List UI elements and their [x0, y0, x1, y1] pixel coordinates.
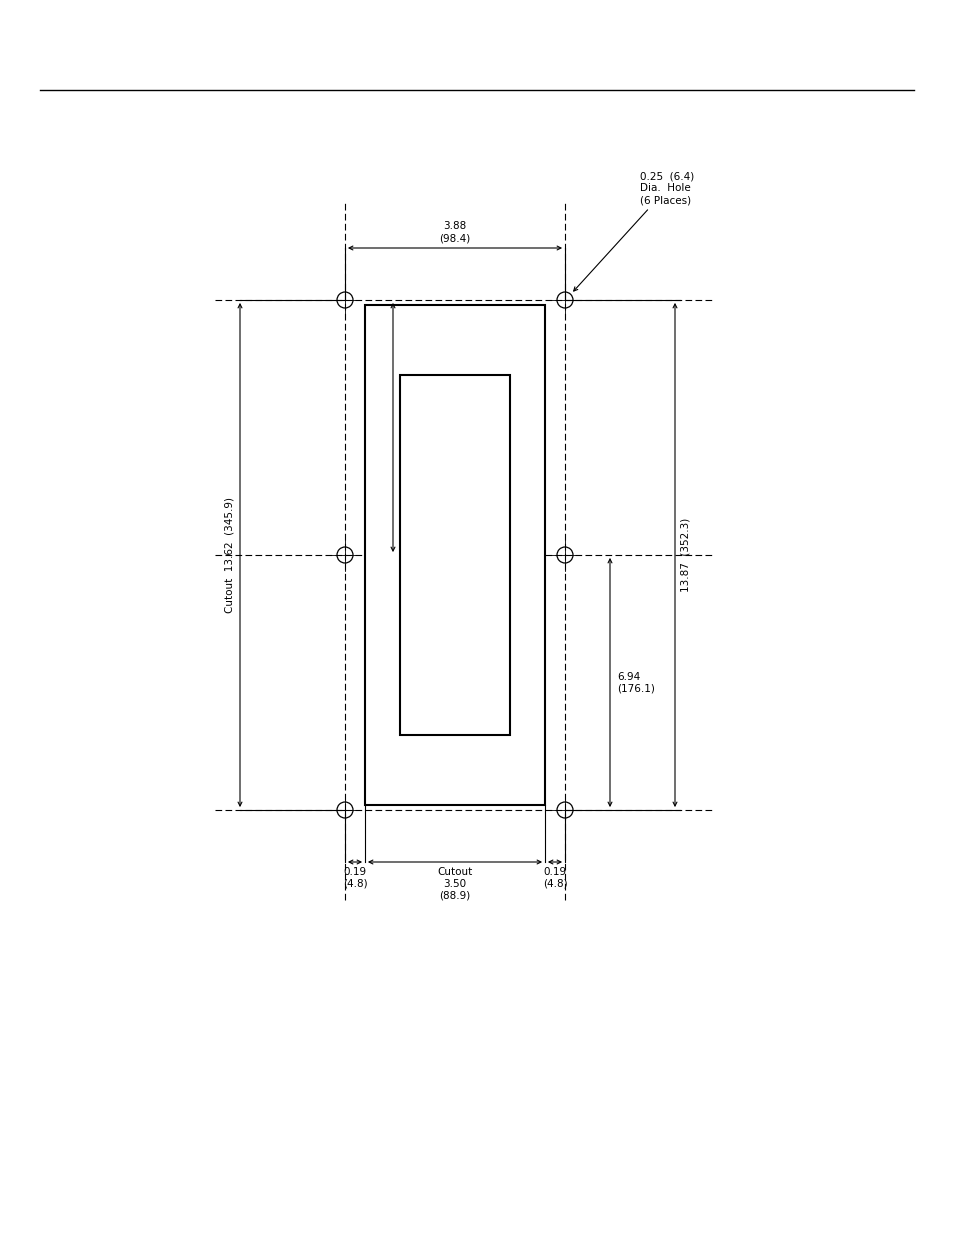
Text: Cutout
3.50
(88.9): Cutout 3.50 (88.9) [436, 867, 472, 900]
Text: 6.81
(173.0): 6.81 (173.0) [399, 416, 437, 438]
Text: Cutout  13.62  (345.9): Cutout 13.62 (345.9) [225, 496, 234, 613]
Text: 6.94
(176.1): 6.94 (176.1) [617, 672, 654, 693]
Text: 0.19
(4.8): 0.19 (4.8) [342, 867, 367, 889]
Text: 0.25  (6.4)
Dia.  Hole
(6 Places): 0.25 (6.4) Dia. Hole (6 Places) [573, 172, 694, 291]
Bar [365, 305, 544, 805]
Text: 13.87  (352.3): 13.87 (352.3) [679, 517, 689, 592]
Text: 3.88
(98.4): 3.88 (98.4) [439, 221, 470, 243]
Bar [399, 375, 510, 735]
Text: 0.19
(4.8): 0.19 (4.8) [542, 867, 567, 889]
